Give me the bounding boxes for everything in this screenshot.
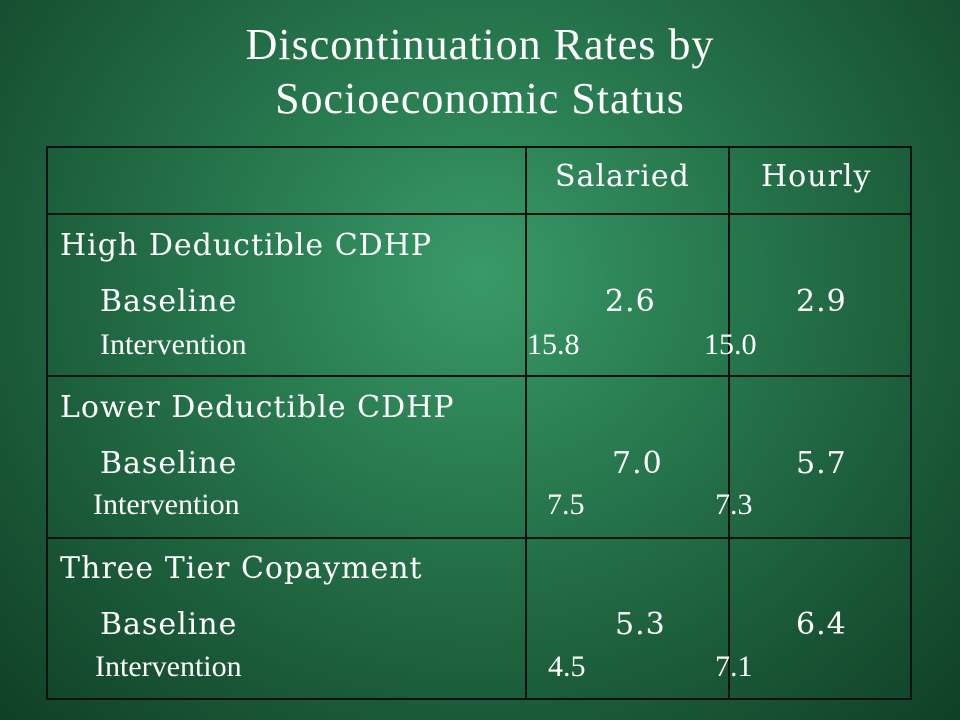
row-label-baseline: Baseline [100, 607, 238, 642]
column-header-hourly: Hourly [761, 159, 872, 194]
row-label-baseline: Baseline [100, 446, 238, 481]
discontinuation-rates-table: Salaried Hourly High Deductible CDHP Bas… [46, 146, 912, 700]
row-divider-group-1 [48, 375, 910, 377]
row-label-intervention: Intervention [100, 328, 247, 361]
cell-hourly: 15.0 [704, 328, 757, 361]
row-label-intervention: Intervention [95, 650, 242, 683]
slide-title-line-1: Discontinuation Rates by [245, 20, 715, 69]
cell-salaried: 7.0 [612, 446, 663, 481]
group-name-three-tier: Three Tier Copayment [60, 551, 423, 586]
cell-salaried: 2.6 [605, 284, 656, 319]
column-divider-2 [728, 148, 730, 698]
row-label-intervention: Intervention [93, 488, 240, 521]
cell-hourly: 2.9 [796, 284, 847, 319]
group-name-high-deductible: High Deductible CDHP [60, 228, 433, 263]
row-divider-group-2 [48, 537, 910, 539]
cell-salaried: 15.8 [527, 328, 580, 361]
cell-hourly: 7.3 [715, 488, 753, 521]
column-divider-1 [525, 148, 527, 698]
column-header-salaried: Salaried [555, 159, 690, 194]
cell-hourly: 5.7 [796, 446, 847, 481]
slide-title-line-2: Socioeconomic Status [275, 74, 685, 123]
row-label-baseline: Baseline [100, 284, 238, 319]
cell-hourly: 7.1 [715, 650, 753, 683]
cell-salaried: 4.5 [548, 650, 586, 683]
row-divider-header [48, 213, 910, 215]
cell-salaried: 5.3 [615, 607, 666, 642]
cell-salaried: 7.5 [547, 488, 585, 521]
group-name-lower-deductible: Lower Deductible CDHP [60, 390, 455, 425]
cell-hourly: 6.4 [796, 607, 847, 642]
slide-title: Discontinuation Rates by Socioeconomic S… [0, 18, 960, 126]
